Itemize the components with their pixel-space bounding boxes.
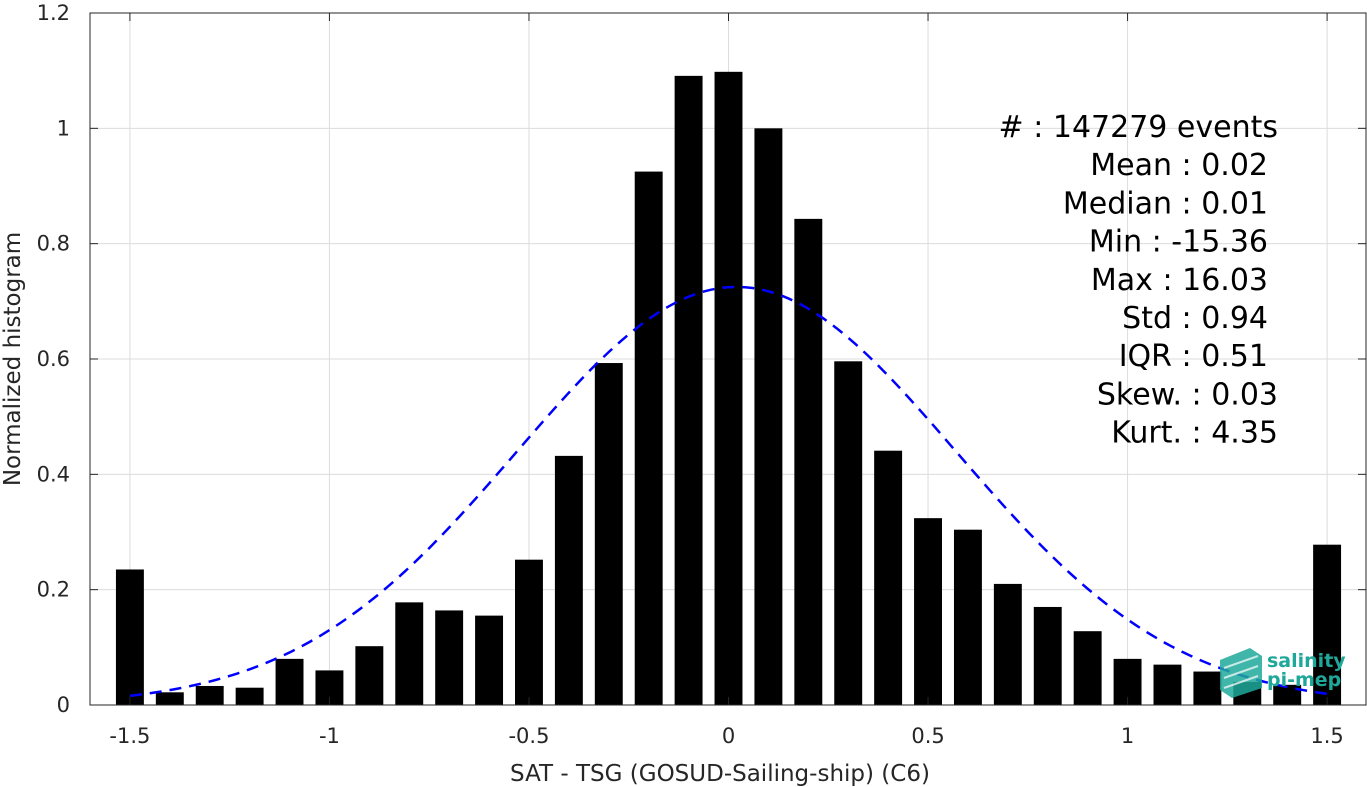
histogram-bar [1273,684,1302,705]
y-tick-label: 0.8 [37,232,70,256]
gaussian-fit-curve [129,285,1328,698]
x-tick-label: -1.5 [109,724,150,748]
y-tick-labels: 0 0.2 0.4 0.6 0.8 1 1.2 [37,1,70,717]
histogram-bar [634,171,663,706]
stats-line: Mean : 0.02 [1090,148,1268,183]
logo-text-salinity: salinity [1267,650,1346,672]
histogram-bar [115,569,144,705]
fit-curve-layer [129,285,1328,698]
histogram-bar [714,71,743,705]
x-tick-label: 1 [1121,724,1134,748]
waves-icon [1220,648,1262,698]
histogram-bar [195,685,224,705]
x-tick-label: 0 [722,724,735,748]
histogram-bar [475,615,504,705]
histogram-bar [1033,606,1062,705]
y-axis-label: Normalized histogram [0,232,26,486]
histogram-bars [115,71,1342,706]
histogram-bar [155,692,184,705]
histogram-bar [1193,671,1222,705]
stats-line: Max : 16.03 [1091,263,1268,298]
histogram-bar [235,687,264,705]
stats-line: IQR : 0.51 [1119,339,1268,374]
x-tick-label: 0.5 [911,724,944,748]
x-axis-label: SAT - TSG (GOSUD-Sailing-ship) (C6) [510,761,930,787]
x-tick-labels: -1.5 -1 -0.5 0 0.5 1 1.5 [109,724,1343,748]
y-tick-label: 0.6 [37,347,70,371]
histogram-bar [914,518,942,705]
x-tick-label: -1 [319,724,340,748]
histogram-bar [874,450,903,705]
stats-line: Std : 0.94 [1122,301,1268,336]
y-tick-label: 0.2 [37,578,70,602]
histogram-bar [1153,664,1182,705]
y-tick-label: 0.4 [37,462,70,486]
histogram-bar [435,610,464,705]
y-tick-label: 0 [57,693,70,717]
x-tick-label: -0.5 [508,724,549,748]
logo-text-pi-mep: pi-mep [1267,669,1341,691]
salinity-pi-mep-logo: salinity pi-mep [1220,648,1346,698]
axis-ticks [90,12,1366,706]
histogram-bar [953,529,982,705]
x-tick-label: 1.5 [1310,724,1343,748]
histogram-bar [674,75,703,705]
stats-line: Median : 0.01 [1063,186,1268,221]
histogram-bar [993,583,1022,705]
stats-line: Skew. : 0.03 [1097,377,1278,412]
histogram-bar [554,455,583,705]
histogram-bar [355,646,384,705]
y-tick-label: 1.2 [37,1,70,25]
histogram-bar [834,361,863,705]
histogram-bar [794,218,823,705]
histogram-bar [1313,544,1342,705]
y-tick-label: 1 [57,116,70,140]
stats-line: # : 147279 events [999,110,1278,145]
histogram-bar [754,128,783,706]
stats-line: Kurt. : 4.35 [1111,416,1278,451]
histogram-bar [275,658,304,705]
histogram-bar [515,559,543,705]
histogram-bar [395,602,424,705]
histogram-bar [1073,631,1102,705]
stats-line: Min : -15.36 [1089,225,1268,260]
histogram-bar [594,363,623,705]
